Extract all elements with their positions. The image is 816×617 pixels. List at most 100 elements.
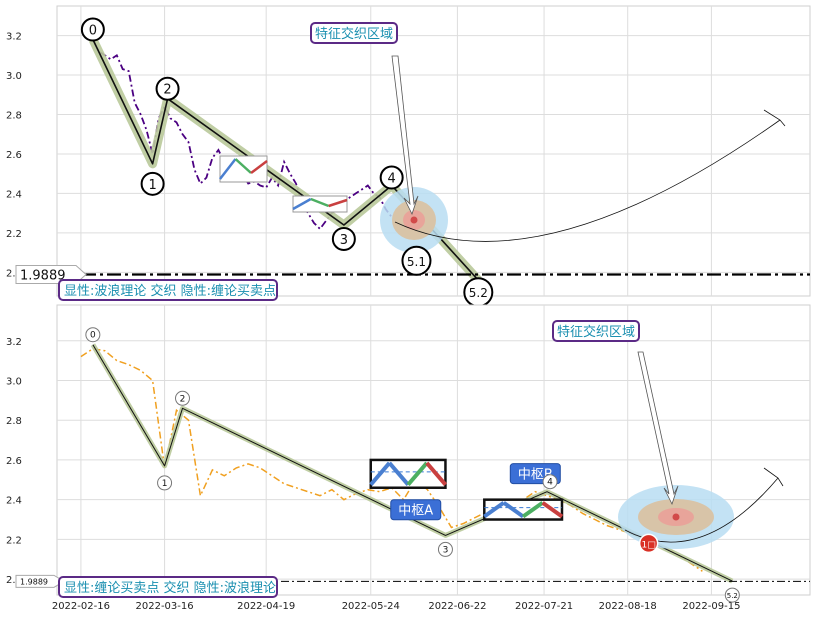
wave-point-marker [437, 541, 453, 557]
wave-point-1: 1 [140, 171, 165, 196]
wave-point-label: 3 [443, 545, 449, 555]
wave-point-marker [331, 226, 356, 251]
pivot-stroke [541, 501, 564, 519]
feature-zone-center [410, 216, 418, 224]
pivot-stroke [425, 461, 448, 487]
wave-point-marker [175, 390, 190, 406]
y-tick-label: 2.8 [6, 111, 22, 122]
legend-note-box [58, 576, 278, 598]
wave-point-marker [724, 587, 740, 603]
legend-note-label: 显性:缠论买卖点 交织 隐性:波浪理论 [64, 580, 276, 596]
wave-point-4: 4 [379, 165, 404, 190]
mini-pivot-stroke [219, 158, 237, 180]
feature-zone-label-box [552, 320, 640, 342]
wave-point-label: 2 [163, 83, 171, 98]
feature-zone-center [672, 513, 680, 521]
plot-area [56, 5, 811, 297]
pivot-0: 中枢A [369, 458, 448, 521]
wave-point-0: 0 [80, 17, 105, 42]
wave-point-3: 3 [331, 226, 356, 251]
legend-note-box [58, 279, 278, 301]
x-tick-label: 2022-06-22 [428, 601, 486, 612]
wave-point-marker [140, 171, 165, 196]
wave-point-marker [157, 475, 173, 491]
projection-hook [763, 109, 786, 127]
mini-pivot-stroke [292, 197, 312, 211]
mini-pivot [219, 155, 268, 183]
buy-point-label: 1□ [642, 540, 656, 550]
pivot-box [369, 458, 447, 489]
mini-pivot-stroke [234, 158, 252, 174]
panel-bottom: 3.2 3.0 2.8 2.6 2.4 2.2 2.0 2022-02-16 2022-03-1… [6, 304, 811, 612]
support-hline-tag: 1.9889 [15, 574, 65, 588]
wave-point-label: 5.2 [727, 592, 738, 600]
y-tick-label: 2.6 [6, 150, 22, 161]
x-tick-label: 2022-02-16 [52, 601, 110, 612]
wave-point-label: 5.2 [469, 286, 488, 300]
pivot-label: 中枢A [398, 504, 433, 519]
y-tick-label: 3.0 [6, 71, 22, 82]
feature-zone [380, 187, 448, 253]
wave-point-4: 4 [542, 474, 558, 490]
mini-pivot-stroke [310, 197, 330, 208]
y-tick-label: 2.6 [6, 456, 22, 467]
support-hline-label: 1.9889 [20, 269, 66, 284]
wave-point-marker [80, 17, 105, 42]
wave-point-0: 0 [85, 327, 101, 343]
x-tick-label: 2022-05-24 [342, 601, 400, 612]
x-tick-label: 2022-04-19 [237, 601, 295, 612]
wave-point-label: 0 [90, 331, 96, 341]
y-tick-label: 3.0 [6, 376, 22, 387]
mini-pivot-stroke [250, 160, 268, 174]
feature-zone-label: 特征交织区域 [557, 324, 635, 340]
wave-point-marker [542, 474, 558, 490]
wave-point-label: 2 [180, 394, 186, 404]
y-tick-label: 2.8 [6, 416, 22, 427]
wave-path-line [92, 344, 733, 582]
wave-point-marker [401, 245, 432, 276]
wave-point-label: 1 [162, 479, 168, 489]
wave-point-label: 4 [547, 478, 553, 488]
projection-hook [763, 467, 784, 487]
feature-zone [618, 485, 734, 549]
wave-point-label: 0 [89, 24, 97, 39]
projection-arc [394, 119, 781, 242]
y-tick-label: 2.0 [6, 268, 22, 279]
pivot-stroke [369, 461, 391, 486]
feature-zone-arrow-icon [637, 351, 679, 506]
pivot-stroke [387, 461, 410, 487]
y-tick-label: 2.0 [6, 575, 22, 586]
wave-point-2: 2 [175, 390, 190, 406]
x-tick-label: 2022-09-15 [682, 601, 740, 612]
x-tick-label: 2022-07-21 [515, 601, 573, 612]
y-tick-label: 2.4 [6, 189, 22, 200]
feature-zone-arrow-icon [391, 55, 419, 216]
legend-note-label: 显性:波浪理论 交织 隐性:缠论买卖点 [64, 283, 276, 299]
pivot-label-box [390, 499, 442, 521]
pivot-stroke [521, 501, 544, 519]
feature-zone-label: 特征交织区域 [315, 26, 393, 42]
wave-path-line [92, 39, 479, 281]
wave-point-3: 3 [437, 541, 453, 557]
wave-point-marker [155, 76, 180, 101]
y-tick-label: 2.4 [6, 496, 22, 507]
y-tick-label: 3.2 [6, 32, 22, 43]
wave-point-label: 3 [340, 233, 348, 248]
pivot-stroke [502, 501, 525, 519]
wave-point-5.1: 5.1 [401, 245, 432, 276]
y-tick-label: 3.2 [6, 337, 22, 348]
y-tick-label: 2.2 [6, 229, 22, 240]
pivot-stroke [406, 461, 429, 487]
buy-point-marker [638, 533, 659, 554]
wave-point-label: 1 [148, 178, 156, 193]
wave-point-marker [85, 327, 101, 343]
price-series-line [80, 347, 703, 572]
panel-top: 3.2 3.0 2.8 2.6 2.4 2.2 2.01.9889 特征交织区域显性:波浪理论… [6, 5, 811, 308]
x-tick-label: 2022-03-16 [136, 601, 194, 612]
wave-point-label: 4 [388, 172, 396, 187]
support-hline-label: 1.9889 [20, 577, 48, 586]
x-tick-label: 2022-08-18 [599, 601, 657, 612]
wave-point-5.2: 5.2 [463, 277, 494, 308]
